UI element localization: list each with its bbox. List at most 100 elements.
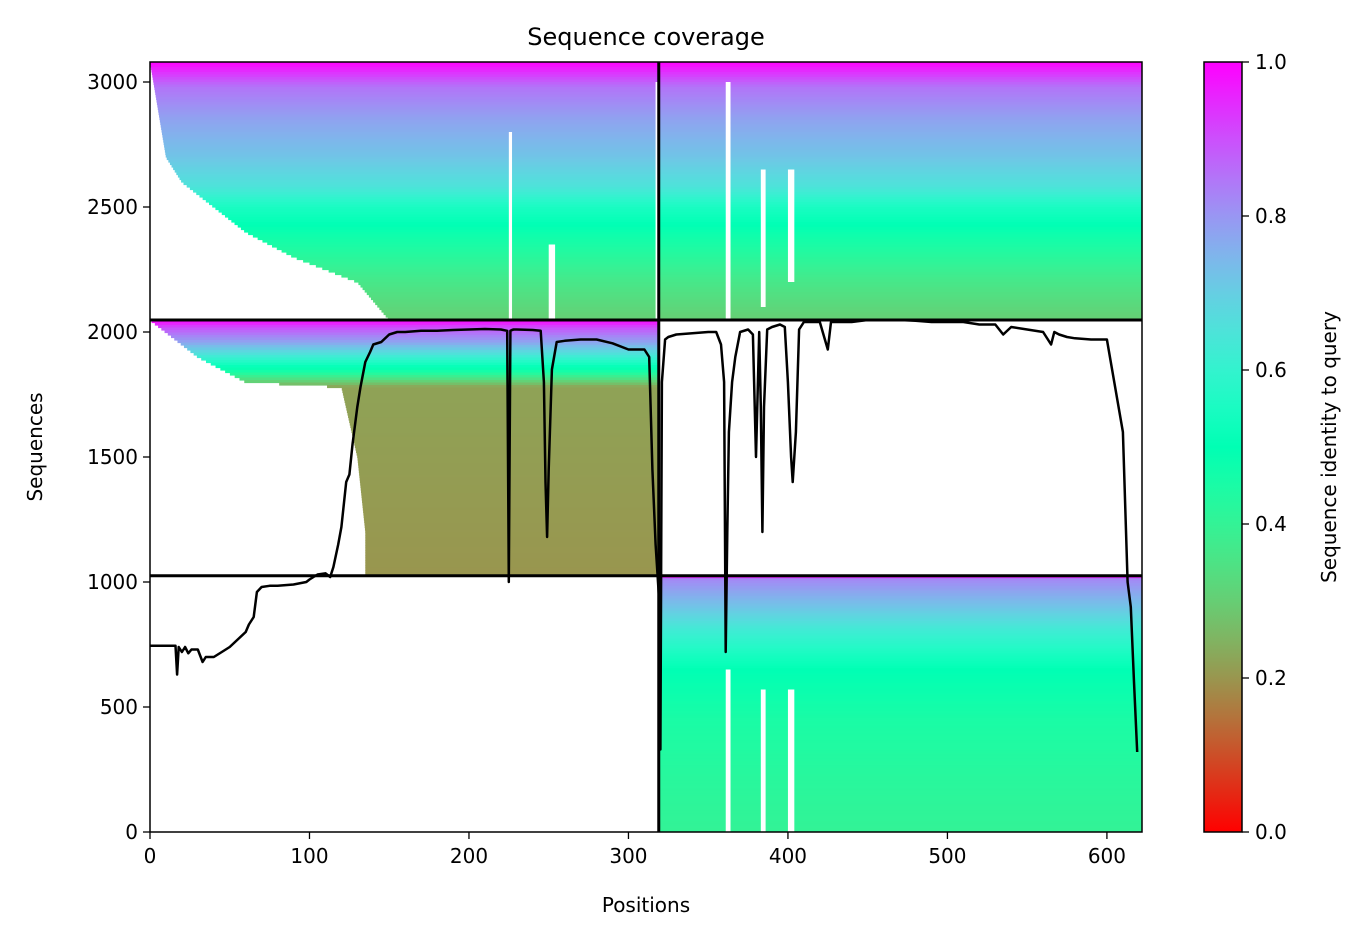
- y-axis-ticks: 0 500 1000 1500 2000 2500 3000: [87, 70, 150, 844]
- heatmap-strip: [658, 307, 1142, 311]
- heatmap-strip: [658, 112, 1142, 116]
- heatmap-strip: [658, 730, 1142, 734]
- heatmap-strip: [353, 437, 659, 441]
- heatmap-strip: [342, 392, 659, 396]
- heatmap-strip: [366, 292, 659, 296]
- heatmap-strip: [658, 182, 1142, 186]
- heatmap-strip: [291, 254, 659, 258]
- heatmap-strip: [658, 725, 1142, 729]
- heatmap-strip: [658, 289, 1142, 293]
- heatmap-strip: [658, 147, 1142, 151]
- heatmap-strip: [375, 302, 659, 306]
- x-tick-label: 600: [1088, 844, 1126, 868]
- y-tick-label: 3000: [87, 70, 138, 94]
- heatmap-strip: [658, 720, 1142, 724]
- heatmap-strip: [658, 575, 1142, 579]
- heatmap-strip: [658, 134, 1142, 138]
- heatmap-strip: [365, 555, 659, 559]
- heatmap-strip: [150, 62, 659, 66]
- heatmap-strip: [363, 512, 659, 516]
- heatmap-strip: [350, 427, 659, 431]
- heatmap-strip: [272, 244, 659, 248]
- heatmap-strip: [658, 585, 1142, 589]
- heatmap-strip: [658, 144, 1142, 148]
- heatmap-strip: [365, 535, 659, 539]
- heatmap-strip: [171, 164, 659, 168]
- heatmap-strip: [151, 72, 659, 76]
- heatmap-strip: [252, 234, 659, 238]
- heatmap-strip: [658, 700, 1142, 704]
- heatmap-strip: [658, 630, 1142, 634]
- heatmap-strip: [342, 390, 659, 394]
- chart-title: Sequence coverage: [527, 23, 764, 51]
- heatmap-strip: [365, 547, 659, 551]
- y-tick-label: 1000: [87, 570, 138, 594]
- heatmap-strip: [215, 365, 659, 369]
- coverage-gap: [760, 689, 766, 832]
- heatmap-strip: [658, 638, 1142, 642]
- heatmap-strip: [153, 84, 659, 88]
- heatmap-strip: [658, 728, 1142, 732]
- heatmap-strip: [658, 628, 1142, 632]
- heatmap-strip: [385, 314, 659, 318]
- heatmap-strip: [658, 760, 1142, 764]
- heatmap-strip: [658, 124, 1142, 128]
- heatmap-strip: [350, 425, 659, 429]
- heatmap-strip: [658, 828, 1142, 832]
- heatmap-strip: [658, 224, 1142, 228]
- heatmap-strip: [658, 695, 1142, 699]
- heatmap-strip: [658, 615, 1142, 619]
- heatmap-strip: [658, 64, 1142, 68]
- heatmap-strip: [193, 189, 659, 193]
- x-tick-label: 100: [290, 844, 328, 868]
- heatmap-strip: [193, 352, 659, 356]
- heatmap-strip: [658, 314, 1142, 318]
- heatmap-strip: [658, 633, 1142, 637]
- heatmap-strip: [161, 132, 659, 136]
- heatmap-strip: [658, 174, 1142, 178]
- heatmap-strip: [248, 232, 659, 236]
- heatmap-strip: [658, 823, 1142, 827]
- colorbar-tick-label: 0.2: [1255, 666, 1287, 690]
- colorbar-tick-label: 0.0: [1255, 820, 1287, 844]
- heatmap-strip: [165, 154, 659, 158]
- heatmap-strip: [658, 693, 1142, 697]
- heatmap-strip: [658, 202, 1142, 206]
- heatmap-strip: [239, 377, 659, 381]
- heatmap-strip: [658, 79, 1142, 83]
- heatmap-strip: [658, 72, 1142, 76]
- coverage-line: [150, 318, 1139, 753]
- heatmap-strip: [658, 665, 1142, 669]
- heatmap-strip: [658, 685, 1142, 689]
- heatmap-strip: [658, 309, 1142, 313]
- heatmap-strip: [212, 204, 659, 208]
- heatmap-strip: [658, 274, 1142, 278]
- heatmap-strip: [658, 593, 1142, 597]
- x-tick-label: 400: [769, 844, 807, 868]
- heatmap-strip: [365, 562, 659, 566]
- heatmap-strip: [658, 189, 1142, 193]
- heatmap-strip: [158, 109, 659, 113]
- heatmap-strip: [658, 177, 1142, 181]
- x-tick-label: 200: [450, 844, 488, 868]
- heatmap-strip: [658, 803, 1142, 807]
- heatmap-strip: [365, 567, 659, 571]
- heatmap-strip: [658, 813, 1142, 817]
- heatmap-strip: [658, 159, 1142, 163]
- heatmap-strip: [161, 127, 659, 131]
- heatmap-strip: [368, 294, 659, 298]
- heatmap-strip: [151, 69, 659, 73]
- heatmap-strip: [348, 417, 659, 421]
- coverage-gap: [760, 169, 766, 307]
- heatmap-strip: [364, 525, 659, 529]
- heatmap-strip: [658, 783, 1142, 787]
- heatmap-strip: [658, 77, 1142, 81]
- heatmap-strip: [658, 775, 1142, 779]
- heatmap-strip: [658, 678, 1142, 682]
- heatmap-strip: [658, 99, 1142, 103]
- heatmap-strip: [658, 738, 1142, 742]
- heatmap-strip: [327, 385, 659, 389]
- heatmap-strip: [162, 137, 659, 141]
- heatmap-strip: [187, 347, 659, 351]
- heatmap-strip: [658, 232, 1142, 236]
